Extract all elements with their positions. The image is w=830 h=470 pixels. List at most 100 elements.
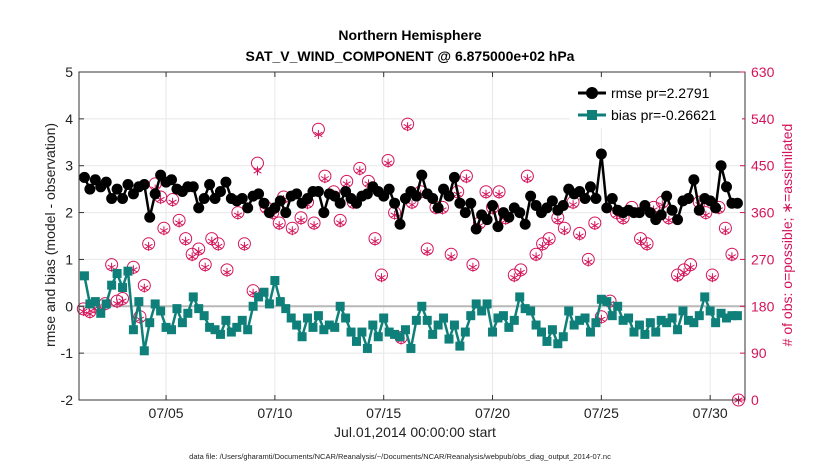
rmse-marker bbox=[106, 193, 118, 205]
rmse-marker bbox=[590, 193, 602, 205]
obs-assimilated-marker bbox=[447, 252, 456, 262]
chart-title: Northern Hemisphere bbox=[338, 27, 481, 43]
rmse-marker bbox=[193, 202, 205, 214]
bias-marker bbox=[439, 313, 449, 323]
bias-marker bbox=[607, 311, 617, 321]
bias-marker bbox=[504, 322, 514, 332]
bias-marker bbox=[542, 336, 552, 346]
bias-marker bbox=[368, 320, 378, 330]
rmse-marker bbox=[198, 193, 210, 205]
rmse-marker bbox=[100, 176, 112, 188]
bias-marker bbox=[248, 301, 258, 311]
bias-marker bbox=[705, 306, 715, 316]
bias-marker bbox=[254, 292, 264, 302]
bias-marker bbox=[259, 287, 269, 297]
bias-marker bbox=[161, 322, 171, 332]
obs-assimilated-marker bbox=[168, 197, 177, 207]
bias-marker bbox=[330, 322, 340, 332]
y-tick-label-left: 3 bbox=[65, 158, 73, 174]
obs-assimilated-marker bbox=[553, 215, 562, 225]
rmse-marker bbox=[672, 214, 684, 226]
bias-marker bbox=[509, 315, 519, 325]
rmse-marker bbox=[525, 190, 537, 202]
rmse-marker bbox=[470, 223, 482, 235]
bias-marker bbox=[373, 332, 383, 342]
obs-assimilated-marker bbox=[107, 262, 116, 272]
bias-marker bbox=[112, 268, 122, 278]
rmse-marker bbox=[117, 193, 129, 205]
rmse-marker bbox=[389, 197, 401, 209]
bias-marker bbox=[547, 325, 557, 335]
rmse-marker bbox=[688, 174, 700, 186]
bias-marker bbox=[90, 297, 100, 307]
bias-marker bbox=[498, 311, 508, 321]
obs-assimilated-marker bbox=[407, 200, 417, 210]
bias-marker bbox=[324, 320, 334, 330]
bias-marker bbox=[145, 318, 155, 328]
bias-marker bbox=[564, 306, 574, 316]
bias-marker bbox=[694, 311, 704, 321]
rmse-marker bbox=[138, 178, 150, 190]
rmse-marker bbox=[122, 178, 134, 190]
rmse-marker bbox=[291, 188, 303, 200]
rmse-marker bbox=[459, 207, 471, 219]
bias-marker bbox=[101, 299, 111, 309]
bias-marker bbox=[624, 313, 634, 323]
y-tick-label-right: 450 bbox=[751, 158, 775, 174]
y-tick-label-right: 360 bbox=[751, 205, 775, 221]
bias-marker bbox=[444, 334, 454, 344]
obs-assimilated-marker bbox=[159, 226, 169, 236]
bias-marker bbox=[194, 304, 204, 314]
legend-box bbox=[570, 80, 742, 128]
obs-assimilated-marker bbox=[721, 226, 730, 236]
bias-marker bbox=[411, 315, 421, 325]
x-tick-label: 07/30 bbox=[693, 405, 728, 421]
bias-marker bbox=[264, 299, 274, 309]
obs-assimilated-marker bbox=[118, 296, 127, 306]
bias-marker bbox=[139, 346, 149, 356]
obs-assimilated-marker bbox=[708, 273, 717, 283]
bias-marker bbox=[640, 329, 650, 339]
rmse-marker bbox=[546, 195, 558, 207]
bias-marker bbox=[319, 325, 329, 335]
rmse-marker bbox=[394, 218, 406, 230]
obs-assimilated-marker bbox=[296, 215, 306, 225]
rmse-marker bbox=[410, 190, 422, 202]
rmse-marker bbox=[78, 171, 90, 183]
legend: rmse pr=2.2791 bias pr=-0.26621 bbox=[570, 80, 742, 128]
x-tick-label: 07/05 bbox=[149, 405, 184, 421]
bias-marker bbox=[243, 325, 253, 335]
rmse-marker bbox=[682, 193, 694, 205]
bias-marker bbox=[428, 329, 438, 339]
bias-marker bbox=[569, 320, 579, 330]
obs-assimilated-marker bbox=[568, 200, 578, 210]
rmse-marker bbox=[318, 207, 330, 219]
obs-possible-series bbox=[76, 117, 745, 407]
bias-marker bbox=[352, 336, 361, 346]
bias-marker bbox=[270, 276, 280, 286]
y-axis-label-left: rmse and bias (model - observation) bbox=[42, 123, 58, 347]
bias-series bbox=[79, 266, 742, 356]
x-tick-label: 07/25 bbox=[584, 405, 619, 421]
rmse-marker bbox=[710, 202, 722, 214]
rmse-marker bbox=[584, 181, 596, 193]
obs-assimilated-series bbox=[79, 122, 743, 405]
rmse-marker bbox=[721, 181, 732, 193]
bias-marker bbox=[275, 297, 285, 307]
rmse-marker bbox=[693, 204, 705, 216]
rmse-marker bbox=[427, 193, 439, 205]
obs-assimilated-marker bbox=[336, 218, 345, 228]
rmse-marker bbox=[214, 185, 226, 197]
bias-marker bbox=[591, 318, 601, 328]
bias-marker bbox=[199, 311, 209, 321]
obs-assimilated-marker bbox=[636, 236, 645, 246]
obs-assimilated-marker bbox=[355, 166, 364, 176]
bias-marker bbox=[531, 320, 541, 330]
bias-marker bbox=[96, 308, 106, 318]
bias-marker bbox=[150, 299, 160, 309]
rmse-marker bbox=[242, 202, 254, 214]
obs-assimilated-marker bbox=[320, 174, 330, 184]
bias-marker bbox=[123, 266, 133, 276]
bias-marker bbox=[303, 313, 313, 323]
